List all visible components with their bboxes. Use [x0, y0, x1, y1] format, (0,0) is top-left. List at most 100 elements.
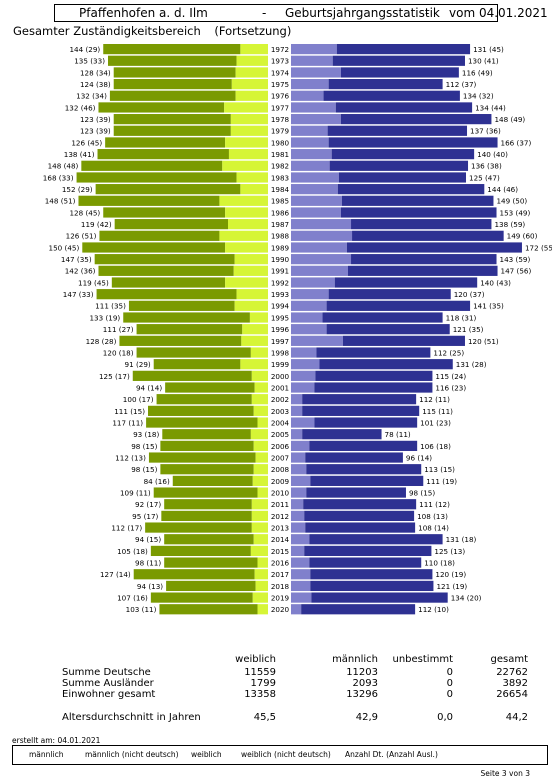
bar-maennlich	[305, 452, 403, 463]
summary-cell: 22762	[496, 667, 528, 678]
label-maennlich: 138 (59)	[494, 220, 525, 229]
bar-maennlich	[316, 347, 431, 358]
summary-cell: 26654	[496, 689, 528, 700]
label-maennlich: 115 (11)	[422, 407, 453, 416]
bar-maennlich-nicht-deutsch	[291, 394, 303, 405]
bar-weiblich	[114, 219, 228, 230]
bar-maennlich-nicht-deutsch	[291, 370, 316, 381]
summary-cell: 3892	[502, 678, 528, 689]
bar-weiblich	[133, 569, 255, 580]
bar-weiblich-nicht-deutsch	[253, 534, 268, 545]
summary-cell: 13296	[346, 689, 378, 700]
bar-weiblich-nicht-deutsch	[224, 102, 268, 113]
label-weiblich: 135 (33)	[74, 57, 105, 66]
bar-maennlich	[326, 324, 450, 335]
bar-weiblich	[153, 487, 258, 498]
label-maennlich: 148 (49)	[494, 115, 525, 124]
bar-weiblich	[128, 300, 235, 311]
summary-row-label: Summe Ausländer	[62, 678, 154, 689]
year-label: 2017	[271, 570, 289, 579]
bar-weiblich-nicht-deutsch	[253, 464, 268, 475]
bar-maennlich-nicht-deutsch	[291, 55, 333, 66]
legend-maennlich-nicht-deutsch: männlich (nicht deutsch)	[85, 750, 179, 759]
bar-weiblich-nicht-deutsch	[250, 545, 268, 557]
year-label: 1993	[271, 290, 289, 299]
bar-weiblich	[96, 289, 237, 300]
year-label: 1985	[271, 197, 289, 206]
label-weiblich: 128 (28)	[86, 337, 117, 346]
bar-weiblich	[119, 335, 242, 346]
bar-weiblich	[81, 160, 223, 171]
legend-maennlich: männlich	[29, 750, 64, 759]
bar-weiblich	[123, 312, 250, 323]
label-maennlich: 121 (19)	[436, 582, 467, 591]
label-weiblich: 95 (17)	[132, 512, 158, 521]
label-weiblich: 111 (35)	[95, 302, 126, 311]
label-weiblich: 98 (15)	[131, 465, 157, 474]
label-weiblich: 147 (35)	[61, 255, 92, 264]
bar-weiblich-nicht-deutsch	[253, 405, 268, 416]
bar-maennlich	[309, 440, 418, 451]
bar-weiblich-nicht-deutsch	[255, 452, 268, 463]
label-maennlich: 121 (35)	[453, 325, 484, 334]
label-weiblich: 148 (48)	[48, 162, 79, 171]
year-label: 1988	[271, 232, 290, 241]
label-maennlich: 120 (19)	[435, 570, 466, 579]
bar-weiblich	[172, 475, 253, 486]
summary-cell: 11559	[244, 667, 276, 678]
bar-maennlich-nicht-deutsch	[291, 499, 304, 510]
bar-maennlich-nicht-deutsch	[291, 510, 305, 521]
bar-maennlich-nicht-deutsch	[291, 405, 303, 416]
year-label: 2004	[271, 418, 290, 427]
bar-maennlich-nicht-deutsch	[291, 160, 330, 171]
year-label: 1990	[271, 255, 290, 264]
bar-maennlich-nicht-deutsch	[291, 464, 307, 475]
bar-maennlich	[323, 90, 460, 101]
label-weiblich: 117 (11)	[112, 418, 143, 427]
year-label: 1981	[271, 150, 289, 159]
label-maennlich: 172 (55)	[525, 243, 552, 252]
label-weiblich: 92 (17)	[135, 500, 161, 509]
summary-cell: 42,9	[355, 712, 378, 723]
year-label: 2007	[271, 453, 289, 462]
bar-weiblich-nicht-deutsch	[251, 499, 268, 510]
summary-cell: 0	[446, 689, 453, 700]
bar-maennlich-nicht-deutsch	[291, 440, 310, 451]
year-label: 2014	[271, 535, 290, 544]
bar-weiblich	[164, 499, 252, 510]
label-maennlich: 125 (13)	[434, 547, 465, 556]
label-maennlich: 131 (45)	[473, 45, 504, 54]
bar-weiblich	[156, 394, 252, 405]
bar-maennlich	[305, 522, 416, 533]
label-maennlich: 134 (32)	[463, 92, 494, 101]
bar-maennlich	[314, 417, 418, 428]
bar-weiblich	[98, 265, 234, 276]
bar-maennlich-nicht-deutsch	[291, 172, 339, 183]
bar-maennlich-nicht-deutsch	[291, 452, 306, 463]
label-weiblich: 127 (14)	[100, 570, 131, 579]
label-maennlich: 116 (49)	[462, 68, 493, 77]
bar-weiblich	[136, 324, 243, 335]
bar-maennlich	[328, 137, 498, 148]
bar-weiblich-nicht-deutsch	[225, 277, 268, 288]
bar-maennlich	[306, 464, 422, 475]
bar-maennlich	[342, 335, 465, 346]
year-label: 1991	[271, 267, 289, 276]
year-label: 2020	[271, 605, 290, 614]
bar-weiblich-nicht-deutsch	[225, 242, 268, 253]
label-weiblich: 105 (18)	[117, 547, 148, 556]
year-label: 2019	[271, 593, 290, 602]
bar-weiblich	[150, 592, 253, 603]
label-weiblich: 152 (29)	[62, 185, 93, 194]
label-maennlich: 111 (19)	[426, 477, 457, 486]
bar-maennlich-nicht-deutsch	[291, 475, 311, 486]
bar-weiblich-nicht-deutsch	[255, 580, 268, 592]
label-maennlich: 112 (10)	[418, 605, 449, 614]
label-maennlich: 125 (47)	[469, 173, 500, 182]
bar-maennlich-nicht-deutsch	[291, 44, 337, 55]
bar-maennlich-nicht-deutsch	[291, 557, 310, 568]
bar-weiblich-nicht-deutsch	[249, 312, 268, 323]
bar-weiblich	[103, 207, 226, 218]
bar-weiblich	[160, 464, 254, 475]
statistic-name: Geburtsjahrgangsstatistik	[285, 6, 440, 20]
